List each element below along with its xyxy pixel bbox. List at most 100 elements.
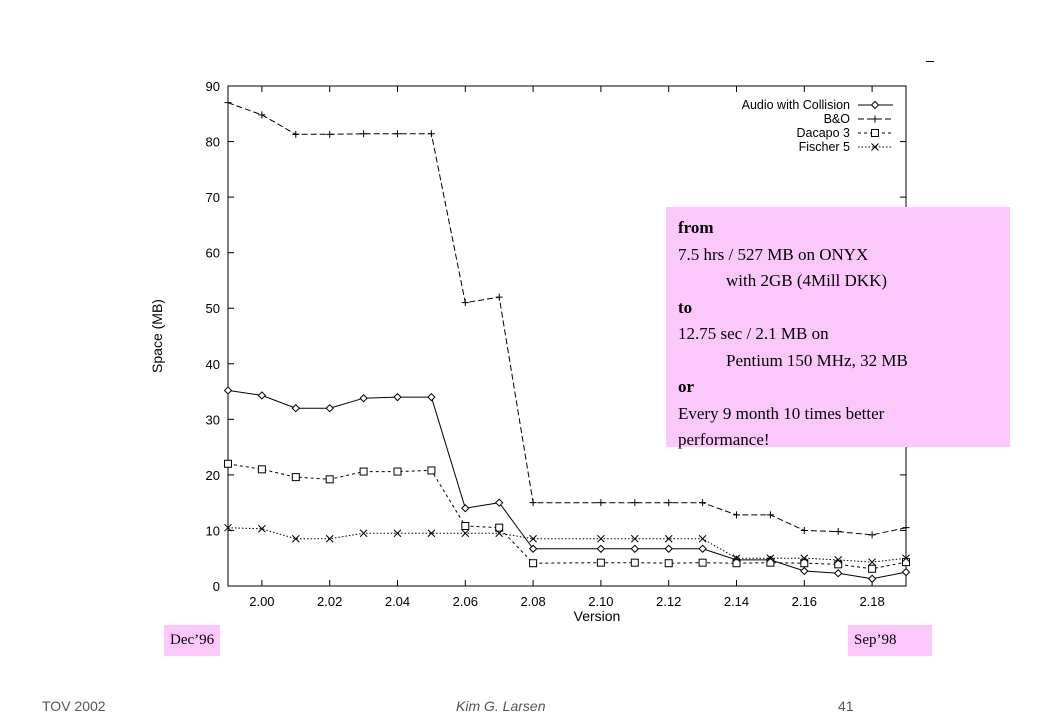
series-line-4 bbox=[227, 527, 907, 563]
legend-label: Fischer 5 bbox=[799, 140, 850, 154]
data-point-series-2 bbox=[631, 499, 639, 507]
data-point-series-2 bbox=[902, 524, 910, 532]
data-point-series-1 bbox=[833, 569, 843, 578]
x-tick-label: 2.18 bbox=[859, 594, 884, 609]
data-point-series-4 bbox=[495, 529, 504, 538]
data-point-series-2 bbox=[427, 130, 435, 138]
x-tick-label: 2.04 bbox=[385, 594, 410, 609]
footer-author: Kim G. Larsen bbox=[456, 698, 546, 714]
data-point-series-1 bbox=[800, 566, 809, 576]
legend-marker bbox=[871, 129, 879, 137]
data-point-series-3 bbox=[393, 467, 402, 476]
y-tick-label: 30 bbox=[206, 412, 220, 427]
data-point-series-4 bbox=[630, 534, 639, 543]
x-tick-label: 2.02 bbox=[317, 594, 342, 609]
data-point-series-4 bbox=[902, 554, 910, 563]
data-point-series-3 bbox=[732, 559, 741, 568]
data-point-series-4 bbox=[834, 556, 843, 564]
data-point-series-4 bbox=[461, 529, 470, 538]
legend-label: Dacapo 3 bbox=[796, 126, 850, 140]
data-point-series-4 bbox=[732, 554, 741, 563]
start-date-label: Dec’96 bbox=[164, 625, 221, 656]
callout-line-9: performance! bbox=[678, 430, 770, 449]
data-point-series-4 bbox=[868, 558, 876, 566]
data-point-series-3 bbox=[664, 559, 673, 568]
data-point-series-4 bbox=[597, 534, 605, 543]
data-point-series-2 bbox=[800, 526, 808, 534]
data-point-series-4 bbox=[800, 554, 809, 563]
data-point-series-1 bbox=[223, 386, 233, 395]
y-axis-label: Space (MB) bbox=[149, 299, 165, 373]
data-point-series-3 bbox=[698, 558, 707, 567]
y-tick-label: 10 bbox=[206, 523, 220, 538]
data-point-series-2 bbox=[766, 511, 774, 519]
footer-title: TOV 2002 bbox=[42, 698, 106, 714]
callout-line-6: Pentium 150 MHz, 32 MB bbox=[726, 350, 908, 370]
legend-label: B&O bbox=[824, 112, 851, 126]
data-point-series-1 bbox=[494, 498, 504, 507]
legend-marker bbox=[870, 100, 880, 110]
data-point-series-3 bbox=[495, 523, 504, 532]
data-point-series-4 bbox=[291, 534, 300, 543]
x-tick-label: 2.12 bbox=[656, 594, 681, 609]
callout-line-4: to bbox=[678, 297, 693, 317]
data-point-series-2 bbox=[597, 499, 605, 507]
data-point-series-3 bbox=[461, 522, 470, 530]
data-point-series-3 bbox=[257, 465, 266, 474]
data-point-series-1 bbox=[630, 544, 640, 553]
data-point-series-3 bbox=[902, 558, 910, 567]
x-tick-label: 2.06 bbox=[453, 594, 478, 609]
data-point-series-4 bbox=[359, 529, 368, 538]
data-point-series-2 bbox=[292, 130, 300, 138]
data-point-series-2 bbox=[834, 528, 842, 536]
data-point-series-4 bbox=[427, 529, 436, 538]
data-point-series-1 bbox=[359, 394, 368, 403]
data-point-series-1 bbox=[427, 392, 436, 402]
data-point-series-3 bbox=[834, 560, 843, 569]
y-tick-label: 20 bbox=[206, 468, 220, 483]
data-point-series-4 bbox=[224, 523, 232, 532]
data-point-series-3 bbox=[630, 558, 639, 567]
data-point-series-4 bbox=[698, 534, 707, 543]
data-point-series-4 bbox=[258, 524, 266, 533]
legend-label: Audio with Collision bbox=[742, 98, 850, 112]
data-point-series-3 bbox=[596, 558, 605, 567]
data-point-series-4 bbox=[325, 534, 334, 543]
y-tick-label: 70 bbox=[206, 190, 220, 205]
data-point-series-4 bbox=[664, 534, 673, 543]
legend-marker bbox=[871, 143, 879, 151]
data-point-series-3 bbox=[766, 558, 775, 567]
data-point-series-1 bbox=[867, 574, 877, 583]
data-point-series-2 bbox=[495, 293, 503, 301]
data-point-series-3 bbox=[529, 559, 538, 568]
data-point-series-1 bbox=[698, 544, 707, 553]
data-point-series-2 bbox=[360, 130, 368, 138]
y-tick-label: 60 bbox=[206, 246, 220, 261]
x-axis-label: Version bbox=[574, 608, 621, 624]
data-point-series-3 bbox=[868, 564, 877, 573]
data-point-series-2 bbox=[461, 299, 469, 307]
data-point-series-3 bbox=[325, 475, 334, 484]
data-point-series-2 bbox=[258, 111, 266, 119]
data-point-series-4 bbox=[529, 534, 537, 543]
data-point-series-3 bbox=[427, 466, 436, 475]
page-number: 41 bbox=[838, 698, 854, 714]
series-line-3 bbox=[227, 463, 907, 570]
x-tick-label: 2.16 bbox=[792, 594, 817, 609]
data-point-series-1 bbox=[393, 392, 402, 402]
data-point-series-3 bbox=[359, 467, 368, 476]
y-tick-label: 50 bbox=[206, 301, 220, 316]
data-point-series-1 bbox=[325, 404, 334, 413]
data-point-series-3 bbox=[291, 473, 300, 482]
y-tick-label: 90 bbox=[206, 79, 220, 94]
series-line-1 bbox=[227, 389, 907, 580]
y-tick-label: 40 bbox=[206, 357, 220, 372]
data-point-series-2 bbox=[665, 499, 673, 507]
data-point-series-4 bbox=[393, 529, 402, 538]
callout-line-3: with 2GB (4Mill DKK) bbox=[726, 271, 888, 290]
callout-line-2: 7.5 hrs / 527 MB on ONYX bbox=[678, 244, 869, 264]
data-point-series-2 bbox=[733, 511, 740, 519]
y-tick-label: 80 bbox=[206, 135, 220, 150]
data-point-series-1 bbox=[461, 504, 470, 513]
data-point-series-2 bbox=[699, 499, 707, 507]
